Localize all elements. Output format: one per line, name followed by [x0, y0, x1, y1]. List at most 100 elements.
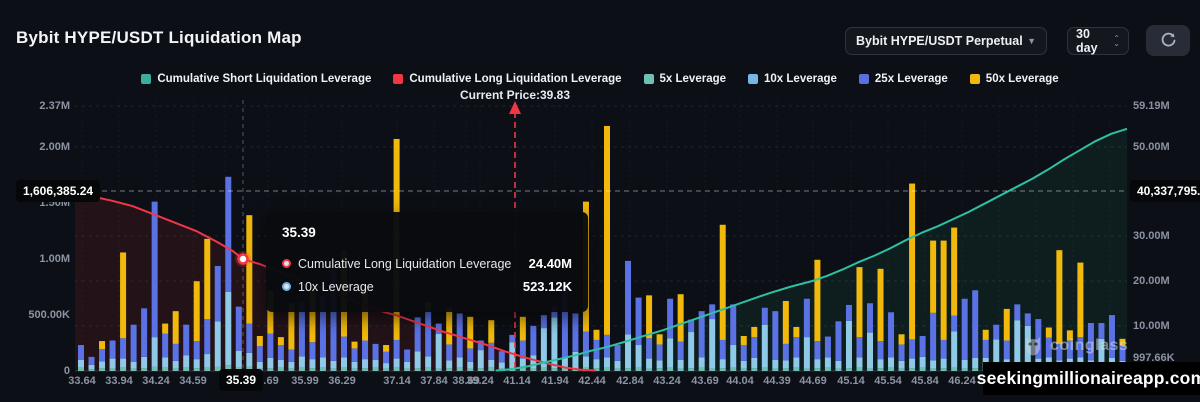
bar-segment-25x[interactable] [972, 290, 979, 359]
bar-segment-25x[interactable] [867, 303, 873, 333]
bar-segment-5x[interactable] [383, 368, 390, 371]
bar-segment-25x[interactable] [309, 342, 316, 360]
bar-segment-10x[interactable] [1014, 320, 1021, 368]
bar-segment-25x[interactable] [277, 345, 284, 360]
bar-segment-10x[interactable] [803, 337, 810, 369]
bar-segment-25x[interactable] [235, 306, 242, 351]
bar-segment-25x[interactable] [288, 349, 295, 362]
bar-segment-10x[interactable] [372, 359, 379, 368]
bar-segment-5x[interactable] [761, 367, 768, 371]
bar-segment-50x[interactable] [1066, 330, 1073, 341]
bar-segment-5x[interactable] [972, 368, 979, 371]
bar-segment-5x[interactable] [120, 367, 127, 371]
bar-segment-25x[interactable] [467, 348, 474, 362]
bar-segment-50x[interactable] [246, 215, 253, 324]
bar-segment-10x[interactable] [993, 339, 1000, 369]
bar-segment-25x[interactable] [561, 287, 568, 358]
bar-segment-10x[interactable] [972, 358, 979, 369]
bar-segment-25x[interactable] [877, 341, 884, 360]
bar-segment-25x[interactable] [204, 319, 211, 355]
bar-segment-25x[interactable] [677, 341, 684, 360]
bar-segment-5x[interactable] [78, 367, 84, 371]
bar-segment-5x[interactable] [351, 368, 358, 371]
bar-segment-5x[interactable] [877, 368, 884, 371]
bar-segment-25x[interactable] [646, 338, 653, 359]
bar-segment-50x[interactable] [656, 334, 663, 345]
bar-segment-5x[interactable] [688, 368, 695, 371]
bar-segment-10x[interactable] [267, 358, 274, 369]
bar-segment-10x[interactable] [793, 357, 800, 368]
bar-segment-10x[interactable] [867, 332, 873, 369]
bar-segment-25x[interactable] [109, 340, 116, 359]
bar-segment-10x[interactable] [930, 360, 937, 369]
bar-segment-5x[interactable] [604, 367, 610, 371]
bar-segment-10x[interactable] [120, 358, 127, 368]
pair-select[interactable]: Bybit HYPE/USDT Perpetual ▼ [845, 27, 1047, 55]
bar-segment-25x[interactable] [341, 336, 347, 358]
bar-segment-5x[interactable] [888, 367, 895, 371]
bar-segment-10x[interactable] [351, 361, 358, 369]
bar-segment-5x[interactable] [561, 367, 568, 371]
bar-segment-25x[interactable] [919, 335, 926, 357]
range-select[interactable]: 30 day ⌃ ⌄ [1067, 27, 1129, 55]
bar-segment-50x[interactable] [309, 285, 316, 343]
bar-segment-10x[interactable] [309, 359, 316, 369]
bar-segment-5x[interactable] [961, 368, 968, 371]
bar-segment-25x[interactable] [614, 345, 621, 361]
bar-segment-25x[interactable] [330, 269, 337, 361]
bar-segment-50x[interactable] [1045, 327, 1052, 338]
bar-segment-50x[interactable] [172, 311, 179, 344]
bar-segment-10x[interactable] [193, 359, 200, 369]
bar-segment-5x[interactable] [446, 368, 453, 371]
bar-segment-25x[interactable] [1014, 304, 1021, 321]
bar-segment-10x[interactable] [698, 357, 705, 368]
bar-segment-10x[interactable] [824, 357, 831, 368]
bar-segment-50x[interactable] [383, 345, 390, 352]
bar-segment-25x[interactable] [319, 296, 326, 358]
bar-segment-10x[interactable] [782, 360, 789, 369]
bar-segment-5x[interactable] [898, 368, 905, 371]
bar-segment-10x[interactable] [88, 364, 95, 370]
bar-segment-5x[interactable] [867, 368, 873, 371]
bar-segment-5x[interactable] [330, 368, 337, 371]
bar-segment-10x[interactable] [288, 361, 295, 369]
bar-segment-5x[interactable] [393, 367, 400, 371]
bar-segment-5x[interactable] [909, 368, 916, 371]
bar-segment-5x[interactable] [625, 368, 632, 371]
bar-segment-5x[interactable] [477, 368, 484, 371]
bar-segment-50x[interactable] [909, 183, 916, 340]
bar-segment-5x[interactable] [425, 367, 432, 371]
bar-segment-25x[interactable] [761, 307, 768, 325]
bar-segment-50x[interactable] [351, 341, 358, 349]
bar-segment-10x[interactable] [667, 338, 674, 368]
bar-segment-25x[interactable] [1077, 337, 1084, 358]
bar-segment-5x[interactable] [404, 368, 411, 371]
bar-segment-50x[interactable] [162, 323, 169, 334]
bar-segment-5x[interactable] [267, 368, 274, 371]
bar-segment-5x[interactable] [362, 368, 369, 371]
bar-segment-5x[interactable] [488, 367, 495, 371]
bar-segment-5x[interactable] [183, 367, 190, 371]
bar-segment-25x[interactable] [1003, 340, 1010, 360]
bar-segment-10x[interactable] [951, 331, 958, 368]
bar-segment-25x[interactable] [835, 321, 842, 361]
bar-segment-25x[interactable] [625, 260, 632, 335]
bar-segment-25x[interactable] [435, 323, 442, 334]
bar-segment-10x[interactable] [235, 350, 242, 368]
bar-segment-5x[interactable] [277, 367, 284, 371]
bar-segment-5x[interactable] [435, 368, 442, 371]
bar-segment-50x[interactable] [288, 303, 295, 350]
bar-segment-25x[interactable] [782, 343, 789, 361]
bar-segment-50x[interactable] [267, 290, 274, 334]
bar-segment-25x[interactable] [1066, 340, 1073, 359]
bar-segment-10x[interactable] [919, 356, 926, 368]
bar-segment-10x[interactable] [551, 317, 558, 369]
bar-segment-50x[interactable] [467, 316, 474, 349]
bar-segment-10x[interactable] [604, 357, 610, 368]
bar-segment-25x[interactable] [572, 313, 579, 352]
bar-segment-25x[interactable] [183, 324, 190, 356]
bar-segment-25x[interactable] [193, 341, 200, 360]
bar-segment-10x[interactable] [572, 351, 579, 369]
bar-segment-10x[interactable] [530, 355, 537, 369]
bar-segment-5x[interactable] [99, 368, 106, 371]
